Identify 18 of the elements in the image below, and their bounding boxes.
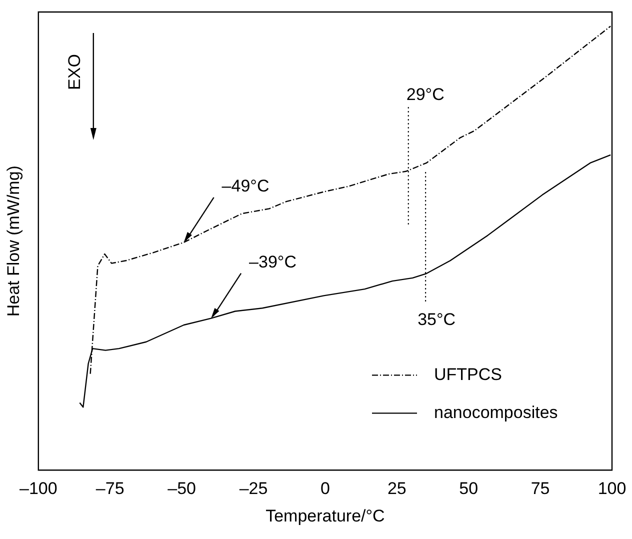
legend-label: UFTPCS	[434, 364, 502, 384]
x-axis-title: Temperature/°C	[266, 506, 385, 526]
x-tick-label: 100	[598, 479, 626, 498]
x-tick-label: 0	[320, 479, 330, 498]
annotation: –39°C	[249, 252, 297, 272]
ref-line-label: 29°C	[406, 85, 444, 104]
annotation: EXO	[65, 54, 84, 90]
annotation: –49°C	[222, 176, 270, 196]
legend-label: nanocomposites	[434, 402, 558, 422]
x-tick-label: –50	[168, 479, 196, 498]
x-tick-label: –75	[96, 479, 124, 498]
ref-line-label: 35°C	[418, 310, 456, 330]
x-tick-label: 75	[530, 479, 550, 498]
x-tick-label: 50	[459, 479, 478, 498]
x-tick-label: –25	[239, 479, 268, 498]
x-tick-label: 25	[387, 479, 406, 498]
y-axis-title: Heat Flow (mW/mg)	[4, 166, 23, 317]
x-tick-label: –100	[19, 479, 58, 498]
